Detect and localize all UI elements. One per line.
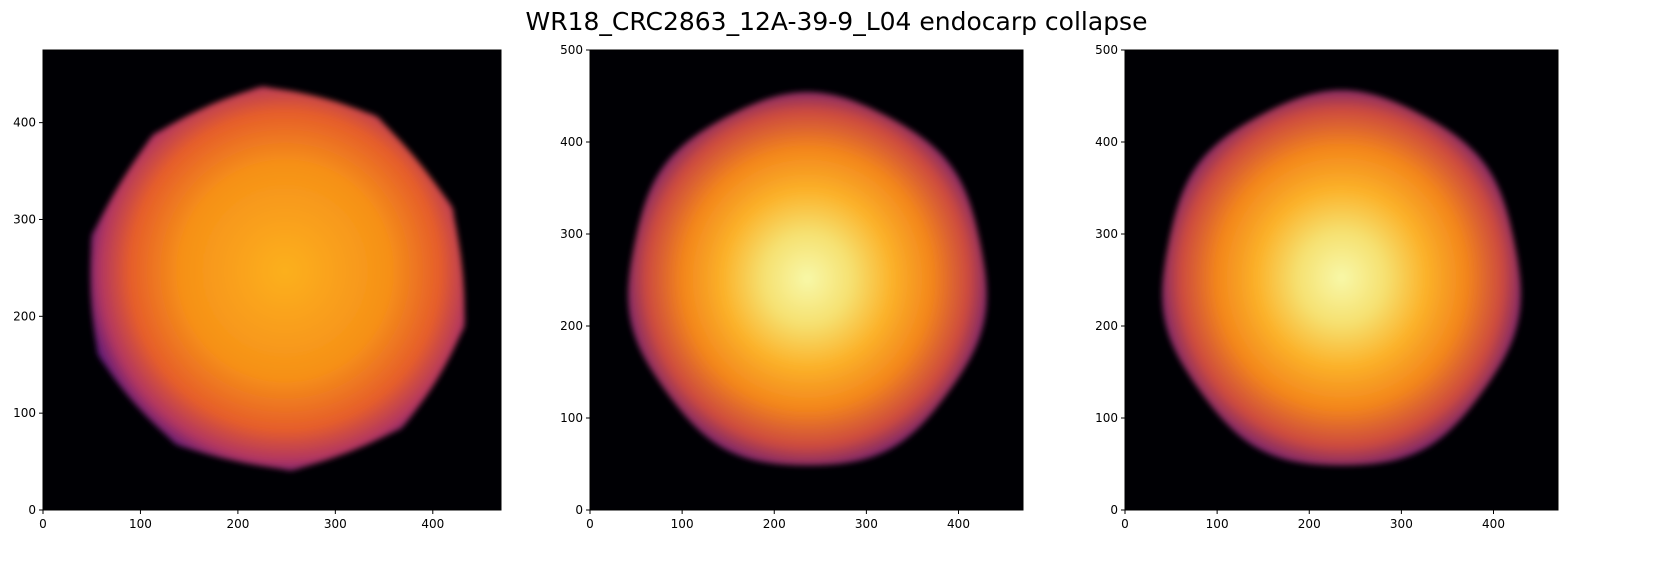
y-tick-label: 400 [13, 116, 36, 130]
y-tick-label: 200 [1095, 319, 1118, 333]
y-tick-label: 100 [560, 411, 583, 425]
panel-3: 0 100 200 300 400 0 100 200 300 400 500 [1095, 43, 1559, 531]
x-tick-label: 200 [1298, 517, 1321, 531]
x-tick-label: 400 [1482, 517, 1505, 531]
y-tick-label: 300 [13, 212, 36, 226]
axes-frame [1124, 49, 1559, 511]
y-tick-label: 500 [560, 43, 583, 57]
y-tick-label: 300 [1095, 227, 1118, 241]
x-tick-label: 0 [586, 517, 594, 531]
y-tick-label: 200 [560, 319, 583, 333]
axes-frame [42, 49, 502, 511]
x-tick-label: 200 [763, 517, 786, 531]
endocarp-projection [90, 86, 465, 471]
figure-title: WR18_CRC2863_12A-39-9_L04 endocarp colla… [525, 7, 1148, 36]
y-tick-label: 100 [13, 406, 36, 420]
axes-frame [589, 49, 1024, 511]
y-tick-label: 200 [13, 309, 36, 323]
x-tick-label: 100 [129, 517, 152, 531]
y-tick-label: 0 [28, 503, 36, 517]
x-tick-label: 400 [947, 517, 970, 531]
y-tick-label: 400 [560, 135, 583, 149]
x-tick-label: 300 [855, 517, 878, 531]
y-tick-label: 100 [1095, 411, 1118, 425]
endocarp-projection [1162, 90, 1521, 466]
x-tick-label: 100 [671, 517, 694, 531]
x-tick-label: 0 [39, 517, 47, 531]
endocarp-projection [628, 92, 987, 466]
y-tick-label: 300 [560, 227, 583, 241]
x-tick-label: 300 [324, 517, 347, 531]
panel-1: 0 100 200 300 400 0 100 200 300 400 [13, 49, 502, 531]
x-tick-label: 200 [226, 517, 249, 531]
x-tick-label: 300 [1390, 517, 1413, 531]
panel-2: 0 100 200 300 400 0 100 200 300 400 500 [560, 43, 1024, 531]
x-tick-label: 100 [1206, 517, 1229, 531]
y-tick-label: 0 [1110, 503, 1118, 517]
x-tick-label: 0 [1121, 517, 1129, 531]
y-tick-label: 0 [575, 503, 583, 517]
y-tick-label: 500 [1095, 43, 1118, 57]
x-tick-label: 400 [421, 517, 444, 531]
y-tick-label: 400 [1095, 135, 1118, 149]
